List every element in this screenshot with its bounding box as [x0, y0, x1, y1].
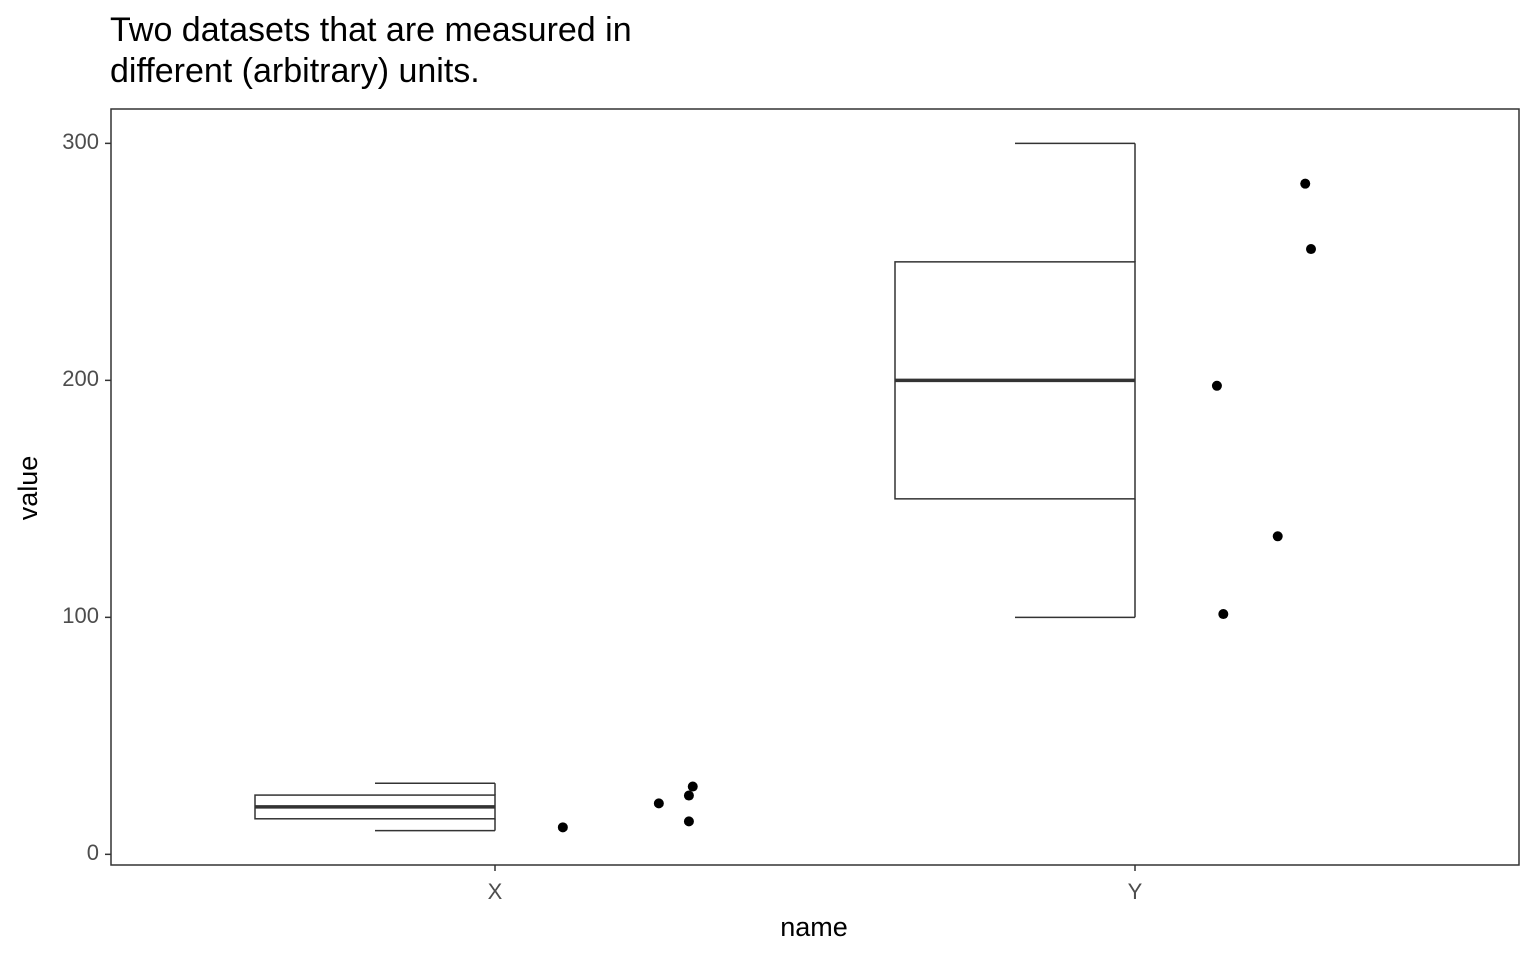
point: [653, 798, 664, 809]
y-tick-label: 0: [87, 840, 99, 865]
panel-border: [110, 108, 1520, 866]
point: [1306, 244, 1316, 255]
y-tick-label: 300: [62, 129, 99, 154]
y-axis-title: value: [13, 456, 43, 521]
point: [683, 790, 694, 801]
point: [1218, 609, 1229, 620]
chart-title: Two datasets that are measured in: [110, 11, 632, 49]
y-tick-label: 100: [62, 603, 99, 628]
y-tick-label: 200: [62, 366, 99, 391]
x-axis-title: name: [780, 912, 848, 942]
chart-title: different (arbitrary) units.: [110, 52, 480, 90]
point: [1211, 380, 1222, 391]
point: [1272, 531, 1283, 542]
point: [557, 822, 568, 833]
point: [1300, 178, 1311, 189]
x-tick-label: X: [488, 879, 503, 904]
point: [687, 781, 698, 792]
x-tick-label: Y: [1128, 879, 1143, 904]
point: [683, 816, 694, 827]
